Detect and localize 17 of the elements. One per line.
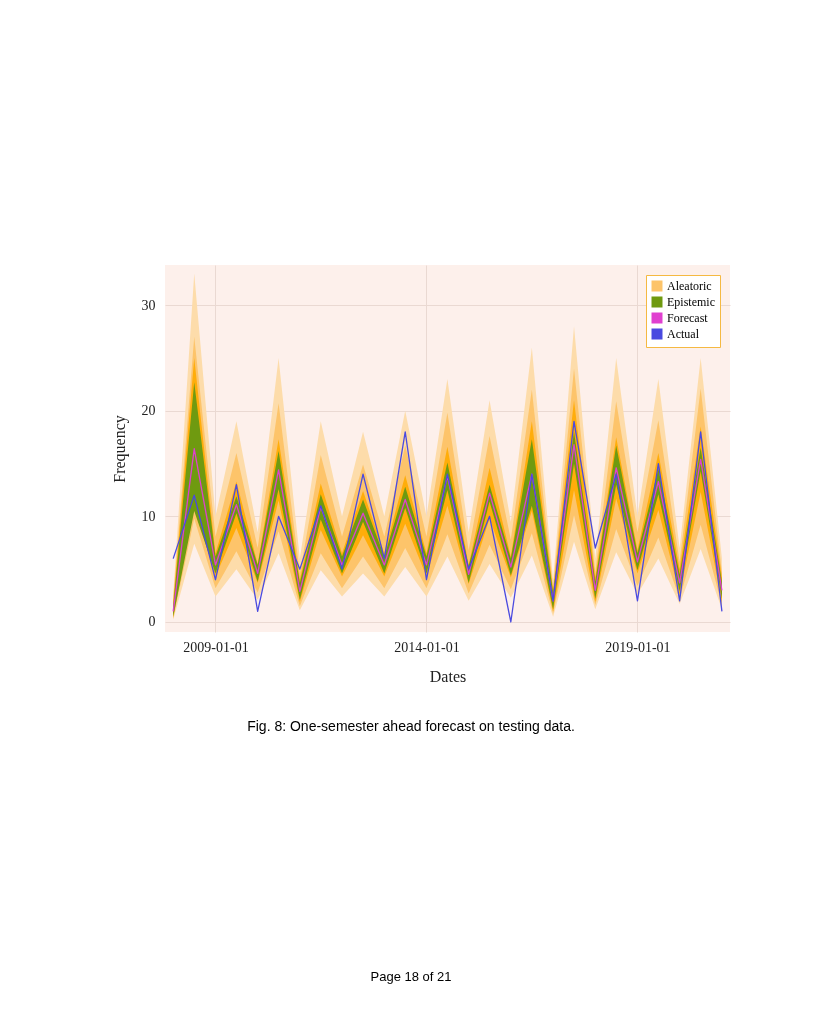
y-axis-title: Frequency xyxy=(110,415,129,483)
y-tick-label: 10 xyxy=(141,508,156,524)
x-tick-label: 2019-01-01 xyxy=(605,639,671,655)
x-tick-label: 2009-01-01 xyxy=(183,639,249,655)
legend-label: Forecast xyxy=(667,311,709,325)
y-tick-label: 0 xyxy=(148,614,156,630)
caption: Fig. 8: One-semester ahead forecast on testing data. xyxy=(247,718,575,734)
y-tick-label: 20 xyxy=(141,403,156,419)
x-tick-label: 2014-01-01 xyxy=(394,639,460,655)
line-series xyxy=(172,420,723,623)
text: Page 18 of 21 xyxy=(370,969,452,984)
y-tick-label: 30 xyxy=(141,297,156,313)
legend-label: Aleatoric xyxy=(667,279,712,293)
x-axis-title: Dates xyxy=(429,667,467,685)
legend-label: Epistemic xyxy=(667,295,715,309)
line-series xyxy=(172,443,723,613)
legend-label: Actual xyxy=(667,327,700,341)
